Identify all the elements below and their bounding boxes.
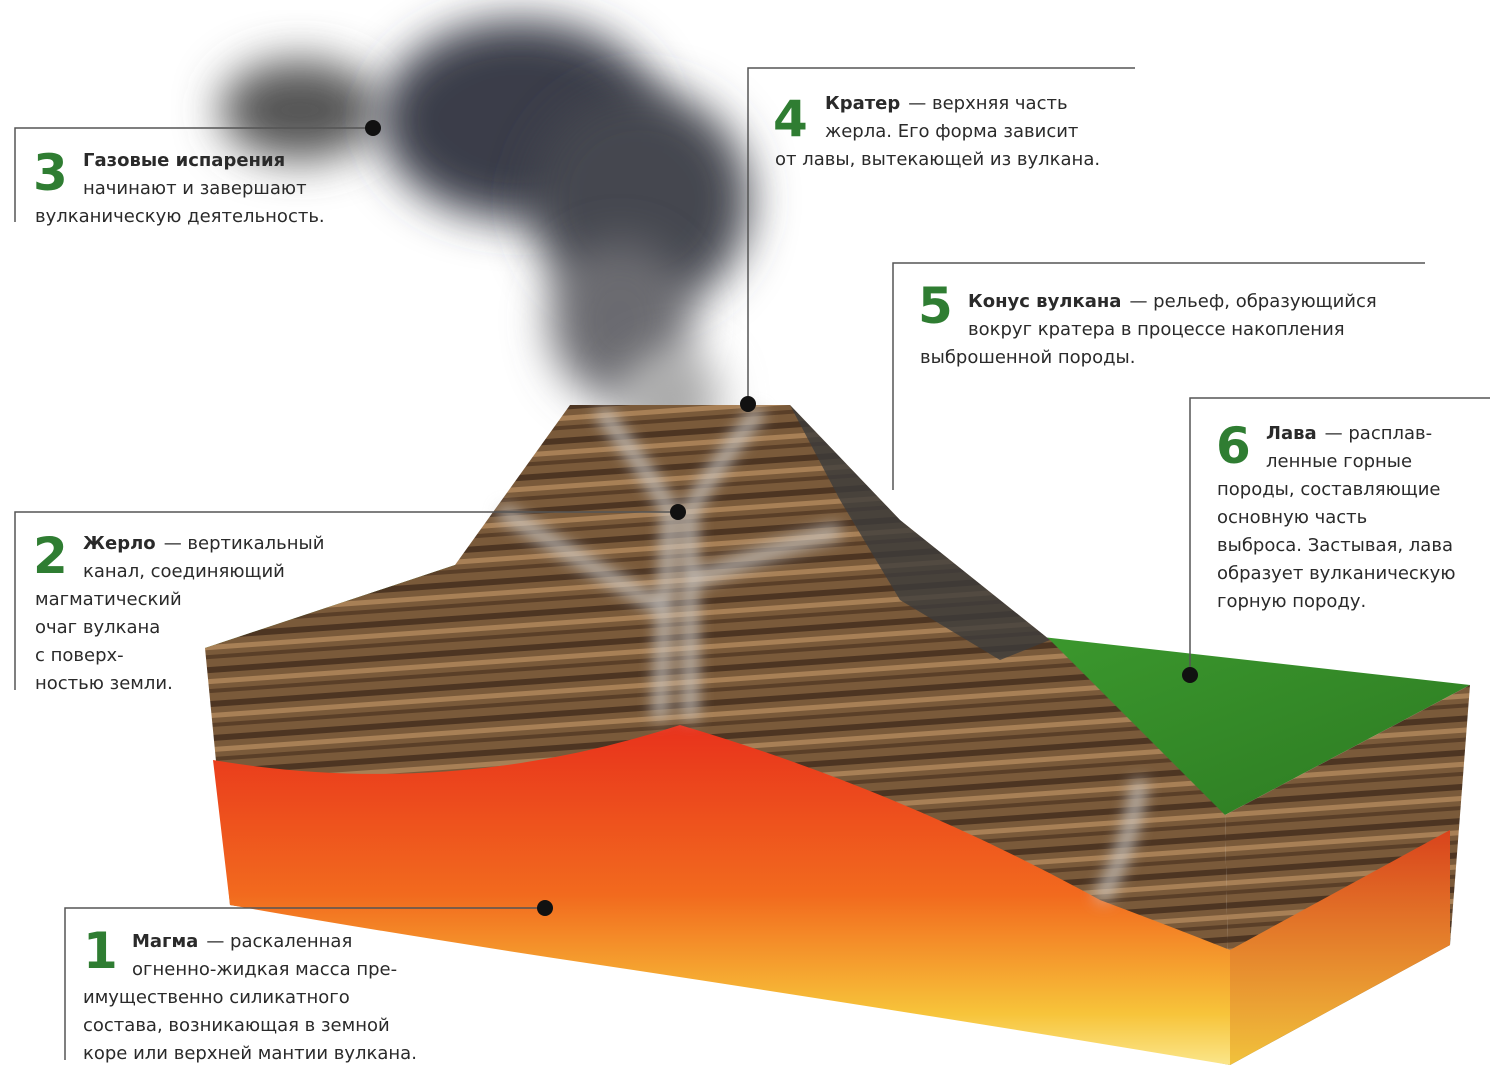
callout-text: коре или верхней мантии вулкана. [83,1043,417,1064]
smoke [220,20,750,450]
callout-text: ленные горные [1266,451,1412,472]
callout-first-line: Конус вулкана — рельеф, образующийся [968,291,1377,312]
callout-text: от лавы, вытекающей из вулкана. [775,149,1100,170]
callout-term: Конус вулкана [968,291,1121,312]
callout-first-line: Жерло — вертикальный [83,533,324,554]
callout-text: канал, соединяющий [83,561,285,582]
callout-number: 3 [33,144,68,202]
leader-dot [537,900,553,916]
callout-term: Лава [1266,423,1317,444]
callout-first-line: Лава — расплав- [1266,423,1432,444]
callout-text: породы, составляющие [1217,479,1440,500]
callout-number: 2 [33,527,68,585]
callout-text: очаг вулкана [35,617,160,638]
callout-text: ностью земли. [35,673,173,694]
callout-number: 4 [773,90,808,148]
callout-text: — вертикальный [164,533,325,554]
diagram: 1 Магма — раскаленная огненно-жидкая масса … [0,0,1493,1087]
callout-text: — раскаленная [206,931,352,952]
callout-text: имущественно силикатного [83,987,350,1008]
callout-term: Жерло [83,533,156,554]
callout-number: 1 [83,922,118,980]
callout-text: выброса. Застывая, лава [1217,535,1453,556]
callout-first-line: Кратер — верхняя часть [825,93,1068,114]
callout-text: горную породу. [1217,591,1366,612]
callout-text: вулканическую деятельность. [35,206,325,227]
callout-term: Газовые испарения [83,150,285,171]
callout-first-line: Магма — раскаленная [132,931,352,952]
callout-text: состава, возникающая в земной [83,1015,390,1036]
callout-number: 5 [918,277,953,335]
callout-text: — верхняя часть [908,93,1067,114]
callout-number: 6 [1216,417,1251,475]
callout-text: образует вулканическую [1217,563,1456,584]
leader-dot [740,396,756,412]
callout-text: с поверх- [35,645,124,666]
callout: 6 Лава — расплав-ленные горные породы, сост… [1182,398,1490,683]
callout-term: Магма [132,931,198,952]
leader-dot [1182,667,1198,683]
callout-first-line: Газовые испарения [83,150,285,171]
callout-text: выброшенной породы. [920,347,1135,368]
callout-text: жерла. Его форма зависит [825,121,1078,142]
callout-text: огненно-жидкая масса пре- [132,959,397,980]
leader-dot [670,504,686,520]
leader-dot [365,120,381,136]
callout-text: основную часть [1217,507,1367,528]
callout-text: начинают и завершают [83,178,307,199]
callout-term: Кратер [825,93,900,114]
callout-text: — рельеф, образующийся [1129,291,1376,312]
callout-text: вокруг кратера в процессе накопления [968,319,1345,340]
callout-text: — расплав- [1325,423,1432,444]
callout-text: магматический [35,589,182,610]
